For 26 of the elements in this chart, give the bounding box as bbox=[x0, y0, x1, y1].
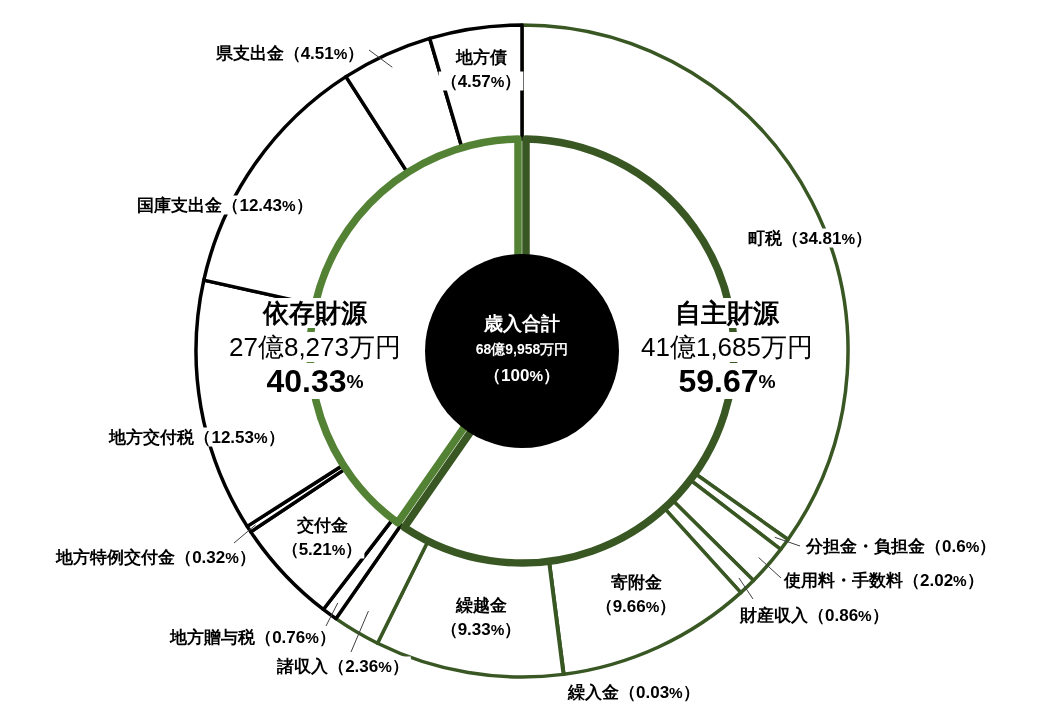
slice-label: 県支出金（4.51%） bbox=[214, 43, 365, 63]
slice-label: 地方特例交付金（0.32%） bbox=[55, 547, 256, 567]
slice-label: 地方債 bbox=[454, 47, 507, 67]
text: 68億9,958万円 bbox=[475, 341, 569, 357]
slice-label: 依存財源 bbox=[262, 298, 368, 328]
slice-label: 国庫支出金（12.43%） bbox=[137, 195, 313, 215]
data-label: （9.33%） bbox=[440, 619, 522, 639]
data-label: （4.57%） bbox=[440, 71, 522, 91]
slice-label: 寄附金 bbox=[610, 572, 662, 592]
text: （100%） bbox=[484, 365, 560, 385]
text: 歳入合計 bbox=[483, 312, 560, 334]
slice-label: 繰越金 bbox=[454, 595, 507, 615]
data-label: （9.66%） bbox=[595, 596, 677, 616]
data-label: 41億1,685万円 59.67% bbox=[641, 332, 813, 399]
slice-label: 財産収入（0.86%） bbox=[739, 605, 889, 625]
data-label: （5.21%） bbox=[281, 539, 363, 559]
slice-label: 使用料・手数料（2.02%） bbox=[783, 570, 984, 590]
slice-label: 諸収入（2.36%） bbox=[276, 656, 409, 676]
slice-label: 自主財源 bbox=[675, 298, 780, 328]
slice-label: 地方交付税（12.53%） bbox=[108, 427, 285, 447]
slice-label: 地方贈与税（0.76%） bbox=[169, 627, 336, 647]
slice-label: 町税（34.81%） bbox=[747, 228, 873, 248]
slice-label: 分担金・負担金（0.6%） bbox=[805, 536, 997, 556]
data-label: 27億8,273万円 40.33% bbox=[229, 332, 401, 399]
slice-label: 繰入金（0.03%） bbox=[567, 682, 700, 702]
slice-label: 交付金 bbox=[295, 515, 348, 535]
